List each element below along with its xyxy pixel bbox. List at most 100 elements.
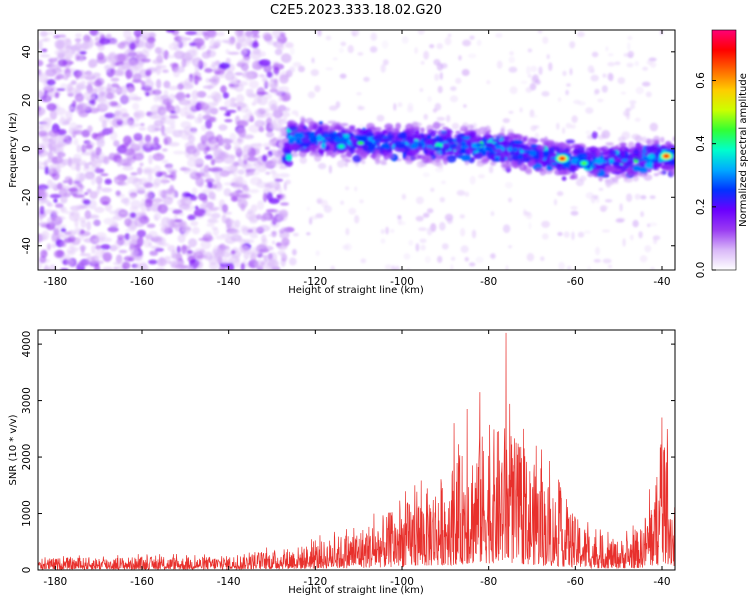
spectrogram-cell [147, 124, 157, 133]
spectrogram-cell [530, 65, 538, 73]
spectrogram-cell [148, 259, 158, 265]
spectrogram-cell [463, 104, 467, 108]
spectrogram-cell [88, 60, 96, 69]
spectrogram-cell [530, 144, 538, 148]
spectrogram-cell [246, 248, 252, 255]
spectrogram-cell [211, 166, 222, 171]
spectrogram-cell [82, 40, 93, 50]
spectrogram-cell [89, 239, 98, 243]
spectrogram-cell [273, 139, 277, 144]
spectrogram-cell [594, 88, 600, 95]
spectrogram-cell [224, 138, 230, 144]
spectrogram-cell [66, 87, 78, 95]
spectrogram-cell [202, 212, 211, 216]
spectrogram-cell [247, 156, 258, 162]
spectrogram-cell [89, 30, 99, 36]
spectrogram-cell [251, 247, 258, 256]
spectrogram-cell [117, 66, 125, 72]
x-tick-label: -100 [390, 576, 414, 588]
spectrogram-cell [38, 200, 45, 205]
spectrogram-cell [406, 136, 415, 145]
spectrogram-cell [181, 244, 188, 255]
spectrogram-cell [557, 142, 567, 150]
spectrogram-cell [141, 198, 146, 207]
spectrogram-cell [471, 229, 477, 239]
spectrogram-cell [194, 205, 199, 210]
spectrogram-cell [376, 114, 385, 122]
spectrogram-cell [647, 146, 657, 153]
spectrogram-cell [134, 256, 143, 262]
spectrogram-cell [138, 126, 146, 131]
spectrogram-cell [100, 91, 107, 96]
spectrogram-cell [162, 196, 173, 205]
spectrogram-cell [332, 57, 338, 61]
spectrogram-cell [556, 191, 564, 197]
spectrogram-cell [426, 134, 432, 140]
spectrogram-cell [473, 152, 484, 160]
spectrogram-cell [583, 230, 591, 235]
spectrogram-cell [138, 41, 149, 47]
spectrogram-cell [415, 243, 420, 252]
spectrogram-cell [645, 91, 652, 98]
spectrogram-cell [247, 92, 256, 99]
spectrogram-cell [269, 88, 279, 93]
spectrogram-cell [113, 111, 125, 122]
spectrogram-cell [215, 134, 223, 143]
spectrogram-cell [616, 169, 622, 174]
spectrogram-cell [230, 250, 236, 255]
spectrogram-cell [315, 250, 320, 256]
spectrogram-cell [529, 149, 537, 157]
spectrogram-cell [278, 186, 283, 196]
colorbar-tick-label: 0.4 [695, 135, 707, 152]
spectrogram-cell [354, 214, 360, 224]
spectrogram-cell [380, 238, 386, 244]
spectrogram-cell [508, 66, 518, 73]
spectrogram-cell [209, 76, 214, 82]
spectrogram-cell [663, 164, 674, 171]
spectrogram-cell [136, 229, 147, 238]
spectrogram-cell [434, 103, 442, 111]
spectrogram-cell [249, 112, 254, 121]
spectrogram-cell [234, 257, 241, 268]
spectrogram-cell [257, 142, 262, 151]
spectrogram-cell [225, 109, 237, 114]
spectrogram-cell [344, 186, 350, 191]
spectrogram-cell [243, 239, 255, 244]
spectrogram-cell [71, 209, 80, 219]
spectrogram-cell [38, 72, 49, 83]
spectrogram-cell [180, 197, 193, 206]
spectrogram-cell [309, 137, 317, 144]
spectrogram-cell [98, 152, 105, 158]
spectrogram-cell [557, 232, 563, 236]
spectrogram-cell [290, 152, 299, 158]
spectrogram-cell [423, 113, 429, 120]
spectrogram-cell [617, 136, 626, 142]
spectrogram-cell [527, 160, 536, 167]
spectrogram-cell [439, 197, 445, 203]
spectrogram-cell [103, 217, 115, 225]
spectrogram-cell [184, 110, 196, 116]
spectrogram-cell [261, 234, 267, 243]
spectrogram-cell [91, 150, 97, 158]
spectrogram-cell [638, 231, 643, 239]
spectrogram-cell [490, 252, 496, 260]
spectrogram-cell [476, 143, 484, 147]
spectrogram-cell [348, 147, 353, 152]
spectrogram-cell [107, 226, 119, 233]
spectrogram-cell [351, 30, 360, 37]
spectrogram-cell [273, 36, 284, 39]
spectrogram-cell [485, 142, 494, 147]
spectrogram-cell [139, 162, 144, 167]
spectrogram-cell [232, 190, 245, 195]
spectrogram-cell [561, 176, 567, 181]
spectrogram-cell [101, 201, 110, 206]
spectrogram-cell [155, 64, 167, 69]
spectrogram-cell [420, 244, 426, 251]
spectrogram-cell [353, 128, 362, 135]
spectrogram-cell [80, 220, 87, 229]
spectrogram-cell [444, 37, 452, 46]
spectrogram-cell [272, 240, 276, 245]
spectrogram-cell [405, 159, 413, 165]
spectrogram-cell [397, 133, 406, 139]
spectrogram-cell [441, 243, 449, 250]
